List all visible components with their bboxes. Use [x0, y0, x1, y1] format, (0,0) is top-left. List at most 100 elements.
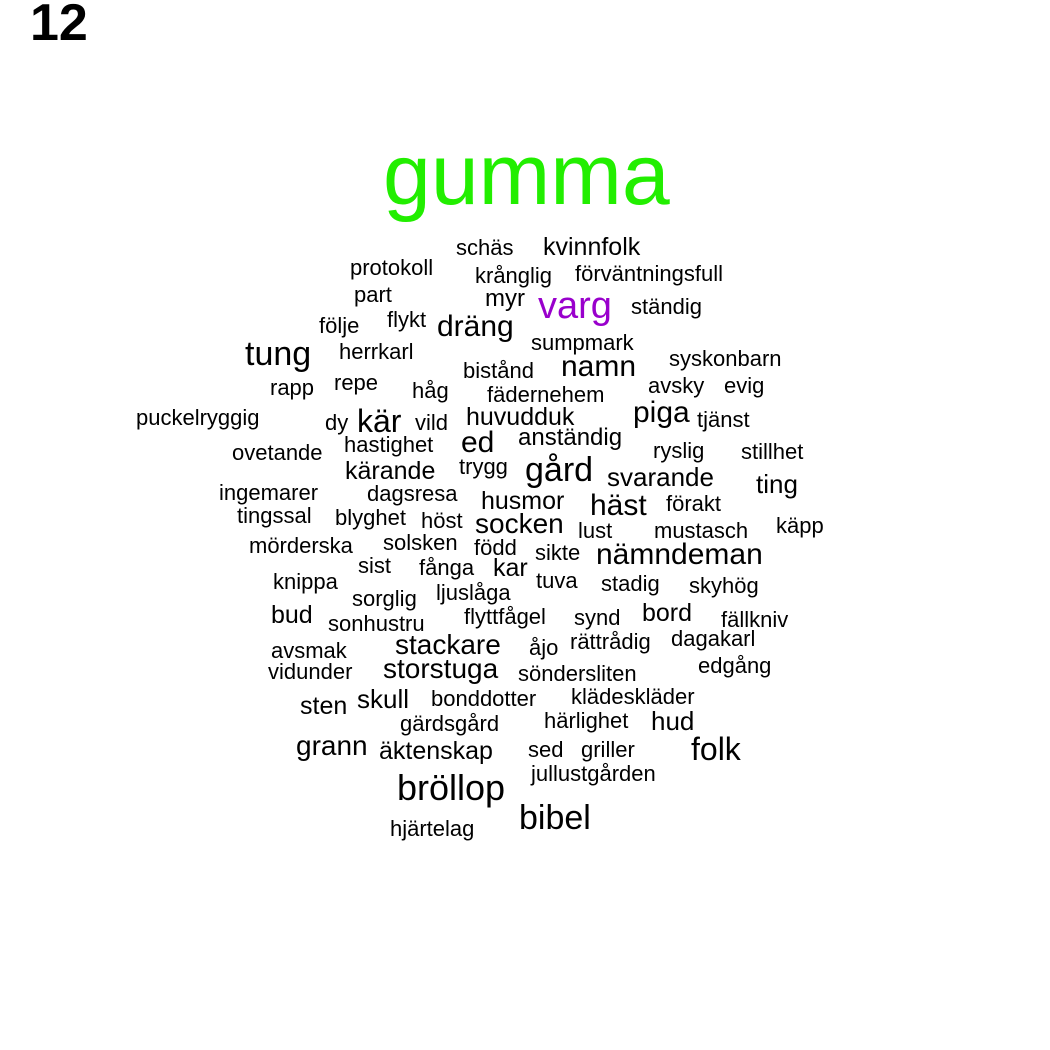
word-forvantningsfull: förväntningsfull [575, 261, 723, 286]
word-skull: skull [357, 684, 410, 714]
word-ljuslaga: ljuslåga [436, 580, 511, 605]
word-ed: ed [461, 426, 495, 459]
word-kranglig: krånglig [475, 263, 553, 288]
word-gardsgard: gärdsgård [400, 711, 500, 736]
word-kar: kar [493, 554, 528, 582]
word-harlighet: härlighet [544, 708, 629, 733]
word-hast: häst [590, 489, 647, 522]
word-aktenskap: äktenskap [379, 737, 493, 765]
word-hastighet: hastighet [344, 432, 434, 457]
word-morderska: mörderska [249, 533, 353, 558]
word-hjartelag: hjärtelag [390, 816, 475, 841]
word-knippa: knippa [273, 569, 338, 594]
word-griller: griller [581, 737, 635, 762]
word-folk: folk [691, 731, 741, 767]
word-vidunder: vidunder [268, 659, 353, 684]
word-ovetande: ovetande [232, 440, 323, 465]
word-rattradig: rättrådig [570, 629, 651, 654]
word-ingemarer: ingemarer [219, 480, 319, 505]
word-kapp: käpp [776, 513, 824, 538]
word-flykt: flykt [387, 307, 427, 332]
word-svarande: svarande [607, 462, 714, 492]
word-protokoll: protokoll [350, 255, 434, 280]
word-sist: sist [358, 553, 391, 578]
word-sed: sed [528, 737, 564, 762]
word-schas: schäs [456, 235, 514, 260]
word-fadernehem: fädernehem [487, 382, 605, 407]
word-stillhet: stillhet [741, 439, 804, 464]
word-ajo: åjo [529, 635, 559, 660]
word-socken: socken [475, 508, 564, 539]
word-bibel: bibel [519, 799, 591, 837]
word-varg: varg [538, 285, 612, 327]
word-trygg: trygg [459, 454, 508, 479]
word-sikte: sikte [535, 540, 581, 565]
word-sonhustru: sonhustru [328, 611, 425, 636]
word-skyhog: skyhög [689, 573, 759, 598]
word-storstuga: storstuga [383, 653, 499, 684]
word-vild: vild [415, 410, 449, 435]
word-namndeman: nämndeman [596, 538, 763, 571]
word-lust: lust [578, 518, 613, 543]
word-hag: håg [412, 378, 449, 403]
word-forakt: förakt [666, 491, 722, 516]
word-tjanst: tjänst [697, 407, 750, 432]
word-fallkniv: fällkniv [721, 607, 789, 632]
word-huvudduk: huvudduk [466, 403, 575, 431]
word-bistand: bistånd [463, 358, 534, 383]
word-myr: myr [485, 285, 525, 312]
word-avsky: avsky [648, 373, 705, 398]
word-synd: synd [574, 605, 621, 630]
word-part: part [354, 282, 392, 307]
word-bord: bord [642, 599, 693, 627]
word-mustasch: mustasch [654, 518, 749, 543]
word-tung: tung [245, 335, 312, 373]
word-stadig: stadig [601, 571, 660, 596]
word-repe: repe [334, 370, 379, 395]
word-folje: följe [319, 313, 360, 338]
word-dagsresa: dagsresa [367, 481, 458, 506]
word-karande: kärande [345, 457, 436, 485]
word-namn: namn [561, 350, 637, 383]
word-avsmak: avsmak [271, 638, 347, 663]
word-jullustgarden: jullustgården [531, 761, 656, 786]
word-standig: ständig [631, 294, 702, 319]
panel-number-label: 12 [30, 0, 88, 52]
word-gard: gård [525, 451, 594, 489]
word-herrkarl: herrkarl [339, 339, 414, 364]
word-bonddotter: bonddotter [431, 686, 537, 711]
word-edgang: edgång [698, 653, 772, 678]
word-puckelryggig: puckelryggig [136, 405, 260, 430]
word-rapp: rapp [270, 375, 315, 400]
word-dy: dy [325, 410, 349, 435]
word-evig: evig [724, 373, 765, 398]
word-solsken: solsken [383, 530, 458, 555]
word-ting: ting [756, 469, 798, 499]
word-host: höst [421, 508, 463, 533]
word-kvinnfolk: kvinnfolk [543, 233, 641, 261]
word-tingssal: tingssal [237, 503, 312, 528]
word-brollop: bröllop [397, 767, 506, 808]
word-gumma: gumma [383, 127, 670, 223]
word-fodd: född [474, 535, 517, 560]
word-piga: piga [633, 396, 690, 429]
word-sumpmark: sumpmark [531, 330, 634, 355]
word-kar: kär [357, 403, 402, 439]
word-husmor: husmor [481, 487, 565, 515]
word-tuva: tuva [536, 568, 578, 593]
word-drang: dräng [437, 310, 514, 343]
word-grann: grann [296, 730, 368, 761]
word-sten: sten [300, 692, 348, 720]
word-ryslig: ryslig [653, 438, 705, 463]
word-stackare: stackare [395, 629, 501, 660]
word-blyghet: blyghet [335, 505, 406, 530]
word-syskonbarn: syskonbarn [669, 346, 782, 371]
word-dagakarl: dagakarl [671, 626, 756, 651]
word-sorglig: sorglig [352, 586, 417, 611]
word-kladesklader: klädeskläder [571, 684, 695, 709]
word-sondersliten: söndersliten [518, 661, 637, 686]
word-anstandig: anständig [518, 424, 623, 451]
word-fanga: fånga [419, 555, 475, 580]
word-bud: bud [271, 601, 313, 629]
